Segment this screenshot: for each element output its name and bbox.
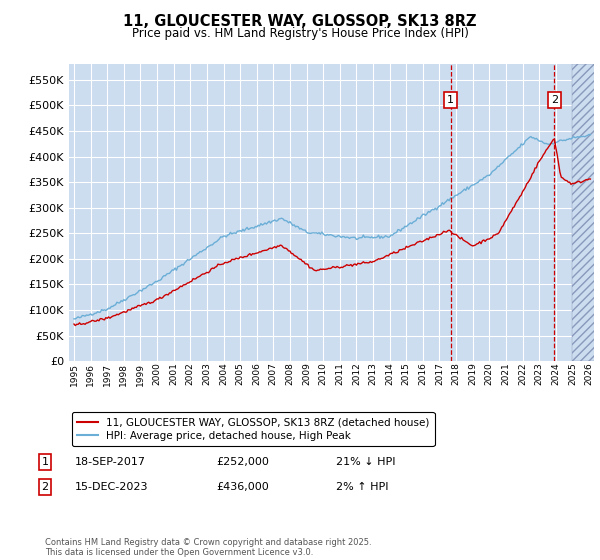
Text: 11, GLOUCESTER WAY, GLOSSOP, SK13 8RZ: 11, GLOUCESTER WAY, GLOSSOP, SK13 8RZ — [123, 14, 477, 29]
Text: £252,000: £252,000 — [216, 457, 269, 467]
Text: 15-DEC-2023: 15-DEC-2023 — [75, 482, 149, 492]
Text: 21% ↓ HPI: 21% ↓ HPI — [336, 457, 395, 467]
Legend: 11, GLOUCESTER WAY, GLOSSOP, SK13 8RZ (detached house), HPI: Average price, deta: 11, GLOUCESTER WAY, GLOSSOP, SK13 8RZ (d… — [71, 412, 434, 446]
Text: Price paid vs. HM Land Registry's House Price Index (HPI): Price paid vs. HM Land Registry's House … — [131, 27, 469, 40]
Text: 2: 2 — [551, 95, 558, 105]
Text: 1: 1 — [41, 457, 49, 467]
Text: £436,000: £436,000 — [216, 482, 269, 492]
Bar — [572, 64, 598, 361]
Text: 2: 2 — [41, 482, 49, 492]
Text: 18-SEP-2017: 18-SEP-2017 — [75, 457, 146, 467]
Text: 1: 1 — [447, 95, 454, 105]
Text: Contains HM Land Registry data © Crown copyright and database right 2025.
This d: Contains HM Land Registry data © Crown c… — [45, 538, 371, 557]
Text: 2% ↑ HPI: 2% ↑ HPI — [336, 482, 389, 492]
